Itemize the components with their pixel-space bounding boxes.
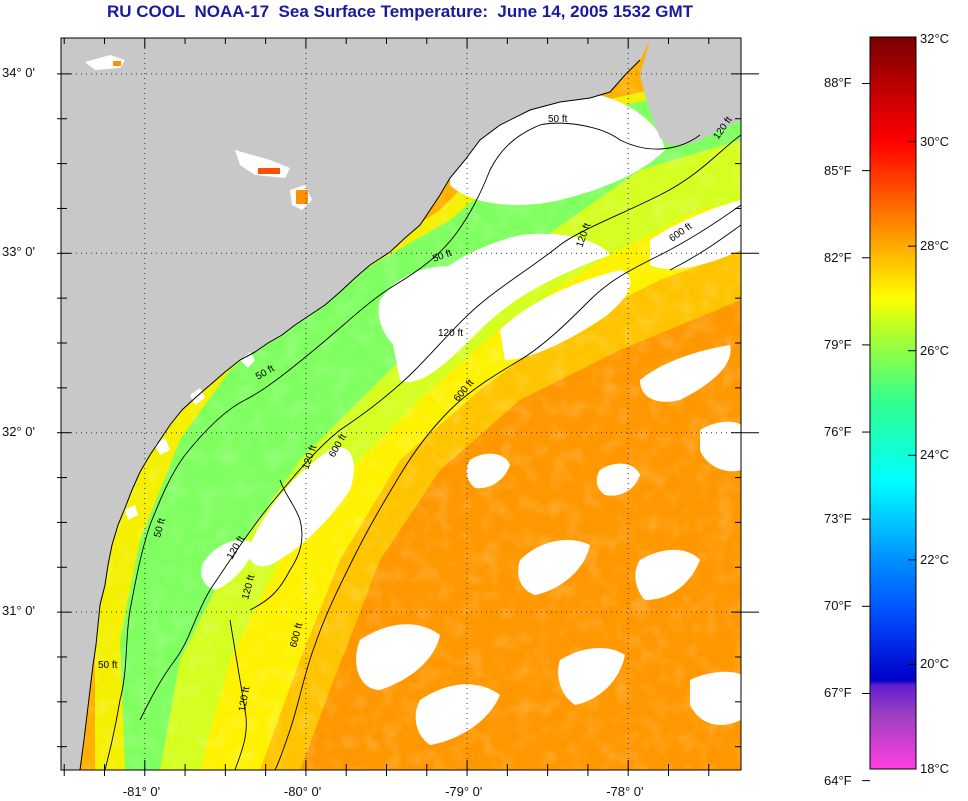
cloud-offshore-1: [650, 200, 741, 270]
map-plot-area: 50 ft 120 ft 600 ft 50 ft 120 ft 600 ft …: [61, 38, 741, 770]
cloud-east-mid: [700, 421, 741, 472]
celsius-label: 32°C: [920, 31, 950, 46]
colorbar-ticks: [862, 36, 916, 782]
cloud-offshore-2: [640, 345, 731, 402]
celsius-label: 22°C: [920, 551, 950, 567]
cloud-inner-south-2: [596, 463, 640, 496]
graticule: [61, 38, 741, 770]
cloud-east-lower: [690, 671, 741, 725]
contour-label: 50 ft: [548, 114, 568, 125]
celsius-label: 28°C: [920, 238, 950, 254]
map-ticks: [57, 38, 759, 776]
celsius-label: 18°C: [920, 761, 950, 776]
contour-120ft-inner: [249, 479, 303, 611]
lat-label: 31° 0': [2, 603, 35, 619]
lat-label: 32° 0': [2, 423, 35, 439]
lat-label: 34° 0': [2, 64, 35, 80]
fahrenheit-label: 67°F: [824, 685, 852, 701]
coastline-outline: [79, 59, 641, 770]
contour-600ft-b: [669, 224, 741, 271]
cloud-south-1: [356, 624, 440, 690]
fahrenheit-label: 70°F: [824, 598, 852, 614]
fahrenheit-label: 88°F: [824, 75, 852, 91]
lon-label: -79° 0': [445, 784, 483, 799]
fahrenheit-label: 73°F: [824, 511, 852, 527]
contour-label: 120 ft: [237, 686, 252, 713]
contour-label: 120 ft: [438, 328, 463, 339]
cloud-south-3: [558, 648, 625, 705]
contour-120ft-south: [229, 619, 247, 770]
land-hot-pixels: [113, 61, 308, 204]
lon-label: -81° 0': [122, 784, 161, 799]
cloud-shelf-mid: [378, 266, 470, 350]
fahrenheit-label: 82°F: [824, 249, 852, 265]
cloud-south-2: [415, 684, 500, 745]
land-coastline: [61, 38, 741, 770]
celsius-label: 30°C: [920, 133, 950, 149]
fahrenheit-label: 79°F: [824, 336, 852, 352]
lon-label: -80° 0': [283, 784, 322, 799]
contour-600ft: [274, 204, 741, 770]
contour-label: 50 ft: [152, 517, 168, 539]
celsius-label: 26°C: [920, 342, 950, 358]
fahrenheit-label: 85°F: [824, 162, 852, 178]
contour-120ft: [139, 134, 741, 721]
map-title: RU COOL NOAA-17 Sea Surface Temperature:…: [106, 2, 694, 21]
contour-label: 50 ft: [98, 660, 118, 671]
celsius-label: 20°C: [920, 656, 950, 672]
bathymetry-contours: [104, 122, 741, 770]
fahrenheit-label: 64°F: [824, 772, 852, 788]
cloud-south-shelf: [248, 447, 354, 567]
lat-label: 33° 0': [2, 244, 35, 260]
lon-label: -78° 0': [606, 784, 644, 799]
colorbar: [869, 36, 917, 770]
contour-50ft: [104, 122, 701, 770]
cloud-southeast: [635, 549, 700, 600]
fahrenheit-label: 76°F: [824, 424, 852, 440]
cloud-cover: [201, 92, 741, 745]
cloud-offshore-3: [518, 540, 590, 595]
cloud-inner-south: [466, 453, 510, 489]
land-northeast: [640, 40, 741, 145]
map-frame: [60, 37, 742, 771]
cloud-southwest: [201, 540, 255, 590]
celsius-label: 24°C: [920, 447, 950, 463]
